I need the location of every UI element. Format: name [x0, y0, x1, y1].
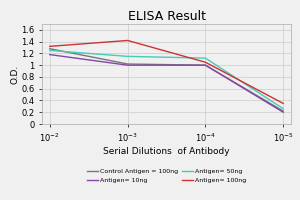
- Line: Antigen= 100ng: Antigen= 100ng: [50, 40, 283, 103]
- Antigen= 100ng: [48, 45, 52, 48]
- Y-axis label: O.D.: O.D.: [11, 64, 20, 84]
- Antigen= 10ng: [126, 64, 129, 66]
- Antigen= 50ng: [204, 57, 207, 59]
- Line: Control Antigen = 100ng: Control Antigen = 100ng: [50, 49, 283, 111]
- Antigen= 50ng: [281, 108, 285, 110]
- Legend: Control Antigen = 100ng, Antigen= 10ng, Antigen= 50ng, Antigen= 100ng: Control Antigen = 100ng, Antigen= 10ng, …: [87, 169, 246, 183]
- Antigen= 10ng: [204, 64, 207, 66]
- Antigen= 50ng: [126, 55, 129, 58]
- Line: Antigen= 10ng: Antigen= 10ng: [50, 55, 283, 112]
- Antigen= 100ng: [281, 102, 285, 105]
- Control Antigen = 100ng: [48, 48, 52, 50]
- Control Antigen = 100ng: [204, 64, 207, 66]
- Antigen= 100ng: [204, 61, 207, 63]
- X-axis label: Serial Dilutions  of Antibody: Serial Dilutions of Antibody: [103, 147, 230, 156]
- Control Antigen = 100ng: [126, 63, 129, 65]
- Control Antigen = 100ng: [281, 110, 285, 112]
- Antigen= 50ng: [48, 49, 52, 52]
- Antigen= 10ng: [48, 53, 52, 56]
- Antigen= 10ng: [281, 111, 285, 113]
- Antigen= 100ng: [126, 39, 129, 42]
- Title: ELISA Result: ELISA Result: [128, 10, 206, 23]
- Line: Antigen= 50ng: Antigen= 50ng: [50, 50, 283, 109]
